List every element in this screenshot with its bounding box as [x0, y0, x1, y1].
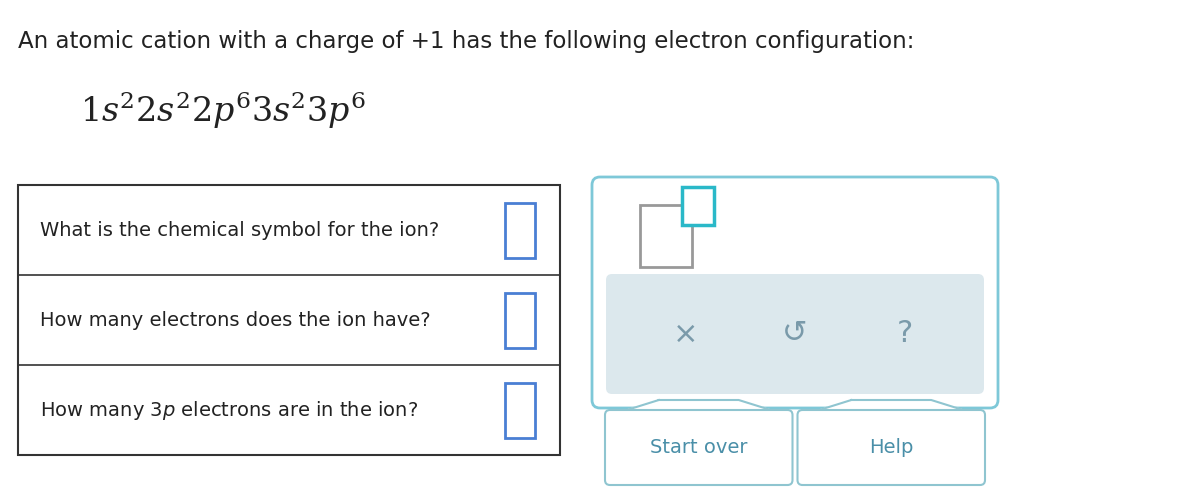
Polygon shape	[611, 400, 787, 415]
Text: Help: Help	[869, 438, 913, 457]
Bar	[682, 187, 714, 225]
Text: Start over: Start over	[650, 438, 748, 457]
Text: $1s^{2}2s^{2}2p^{6}3s^{2}3p^{6}$: $1s^{2}2s^{2}2p^{6}3s^{2}3p^{6}$	[80, 90, 366, 131]
FancyBboxPatch shape	[592, 177, 998, 408]
FancyBboxPatch shape	[798, 410, 985, 485]
Text: An atomic cation with a charge of +1 has the following electron configuration:: An atomic cation with a charge of +1 has…	[18, 30, 914, 53]
Text: ↺: ↺	[782, 320, 808, 349]
FancyBboxPatch shape	[606, 274, 984, 394]
Bar	[505, 202, 535, 257]
Bar	[640, 205, 692, 267]
FancyBboxPatch shape	[605, 410, 792, 485]
Text: ×: ×	[672, 320, 698, 349]
Bar	[505, 382, 535, 437]
Text: ?: ?	[896, 320, 913, 349]
Text: How many $\mathit{3p}$ electrons are in the ion?: How many $\mathit{3p}$ electrons are in …	[40, 399, 419, 421]
Text: What is the chemical symbol for the ion?: What is the chemical symbol for the ion?	[40, 220, 439, 240]
Text: How many electrons does the ion have?: How many electrons does the ion have?	[40, 310, 431, 329]
Bar	[18, 185, 560, 455]
Bar	[505, 293, 535, 348]
Polygon shape	[803, 400, 979, 415]
